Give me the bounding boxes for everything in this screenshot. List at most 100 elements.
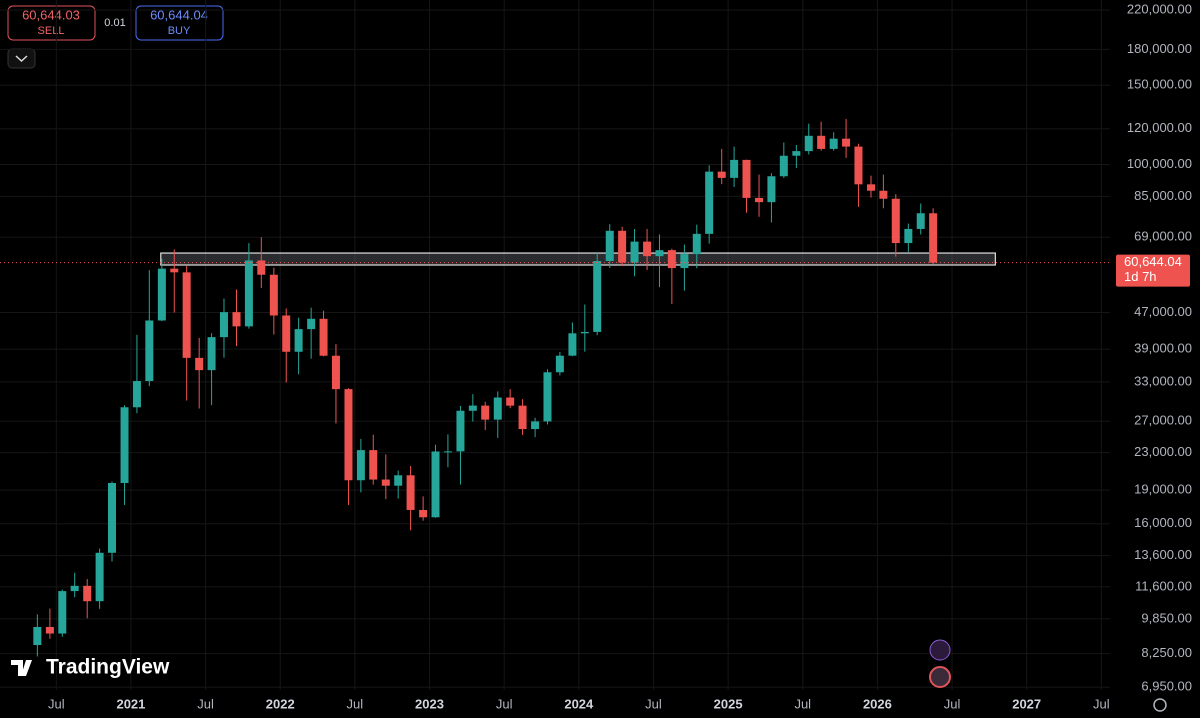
y-tick-label: 19,000.00 xyxy=(1134,482,1192,497)
candle-body xyxy=(792,151,801,156)
candle-body xyxy=(381,479,390,486)
y-tick-label: 85,000.00 xyxy=(1134,188,1192,203)
y-tick-label: 8,250.00 xyxy=(1141,645,1192,660)
candle-body xyxy=(518,405,527,430)
candle-body xyxy=(282,315,291,352)
support-zone xyxy=(160,252,996,266)
candle-body xyxy=(120,407,129,484)
candle-body xyxy=(555,355,564,373)
candle-body xyxy=(145,320,154,382)
candle-body xyxy=(170,268,179,273)
candle-body xyxy=(419,509,428,518)
x-tick-label: 2024 xyxy=(564,696,594,711)
candle-body xyxy=(307,318,316,330)
x-tick-label: Jul xyxy=(944,696,961,711)
candle-body xyxy=(107,483,116,553)
sell-label: SELL xyxy=(38,25,65,37)
x-tick-label: Jul xyxy=(197,696,214,711)
y-tick-label: 6,950.00 xyxy=(1141,679,1192,694)
y-tick-label: 13,600.00 xyxy=(1134,547,1192,562)
candle-body xyxy=(730,159,739,178)
plot-area xyxy=(0,0,1110,690)
candle-body xyxy=(829,138,838,149)
candle-body xyxy=(506,397,515,406)
y-tick-label: 47,000.00 xyxy=(1134,304,1192,319)
y-tick-label: 9,850.00 xyxy=(1141,610,1192,625)
candle-body xyxy=(717,171,726,178)
x-tick-label: Jul xyxy=(645,696,662,711)
candle-body xyxy=(456,410,465,452)
y-tick-label: 220,000.00 xyxy=(1127,1,1192,16)
x-tick-label: Jul xyxy=(496,696,513,711)
x-tick-label: Jul xyxy=(48,696,65,711)
candle-body xyxy=(854,146,863,185)
y-tick-label: 120,000.00 xyxy=(1127,120,1192,135)
brand-icon xyxy=(11,660,32,676)
collapse-button[interactable] xyxy=(7,48,36,69)
candle-body xyxy=(369,450,378,480)
candle-body xyxy=(680,254,689,269)
candle-body xyxy=(244,260,253,327)
x-tick-label: 2023 xyxy=(415,696,444,711)
candle-body xyxy=(269,274,278,316)
y-tick-label: 150,000.00 xyxy=(1127,77,1192,92)
candle-body xyxy=(207,337,216,371)
x-tick-label: 2025 xyxy=(714,696,743,711)
candle-body xyxy=(580,331,589,334)
candle-body xyxy=(132,381,141,408)
candle-body xyxy=(605,230,614,262)
candle-body xyxy=(157,268,166,321)
chevron-icon xyxy=(15,55,28,63)
candle-body xyxy=(817,135,826,149)
settings-icon[interactable] xyxy=(1153,698,1167,712)
candle-body xyxy=(294,329,303,352)
candle-body xyxy=(406,475,415,510)
candle-body xyxy=(331,355,340,390)
candle-body xyxy=(904,228,913,244)
candle-body xyxy=(593,261,602,332)
y-tick-label: 23,000.00 xyxy=(1134,444,1192,459)
buy-label: BUY xyxy=(168,25,191,37)
order-panel: 60,644.03 SELL 0.01 60,644.04 BUY xyxy=(7,5,224,69)
candle-body xyxy=(667,250,676,269)
candle-body xyxy=(195,357,204,371)
candle-body xyxy=(842,138,851,147)
sell-price: 60,644.03 xyxy=(22,7,80,22)
candle-body xyxy=(33,627,42,646)
y-tick-label: 39,000.00 xyxy=(1134,341,1192,356)
candle-body xyxy=(70,585,79,592)
x-tick-label: Jul xyxy=(794,696,811,711)
spread: 0.01 xyxy=(104,17,125,29)
candle-body xyxy=(182,272,191,358)
candle-body xyxy=(481,405,490,420)
candle-body xyxy=(879,190,888,199)
x-tick-label: 2021 xyxy=(116,696,145,711)
candle-body xyxy=(742,159,751,198)
candle-body xyxy=(891,198,900,244)
candle-body xyxy=(618,230,627,263)
flag-icon[interactable] xyxy=(929,666,951,688)
candle-body xyxy=(319,318,328,356)
candle-body xyxy=(493,397,502,420)
candle-body xyxy=(468,405,477,411)
event-icon[interactable] xyxy=(929,639,951,661)
candle-body xyxy=(95,552,104,602)
buy-price: 60,644.04 xyxy=(150,7,208,22)
candle-body xyxy=(804,135,813,152)
y-tick-label: 33,000.00 xyxy=(1134,373,1192,388)
y-tick-label: 69,000.00 xyxy=(1134,229,1192,244)
candle-body xyxy=(929,213,938,263)
candle-body xyxy=(257,260,266,275)
buy-button[interactable] xyxy=(135,5,224,41)
candle-body xyxy=(531,421,540,430)
candle-body xyxy=(356,450,365,481)
candle-body xyxy=(916,213,925,229)
candle-body xyxy=(344,389,353,481)
candle-body xyxy=(655,250,664,257)
candle-body xyxy=(58,591,67,634)
sell-button[interactable] xyxy=(7,5,96,41)
candle-body xyxy=(232,312,241,327)
y-tick-label: 16,000.00 xyxy=(1134,515,1192,530)
x-tick-label: Jul xyxy=(1093,696,1110,711)
